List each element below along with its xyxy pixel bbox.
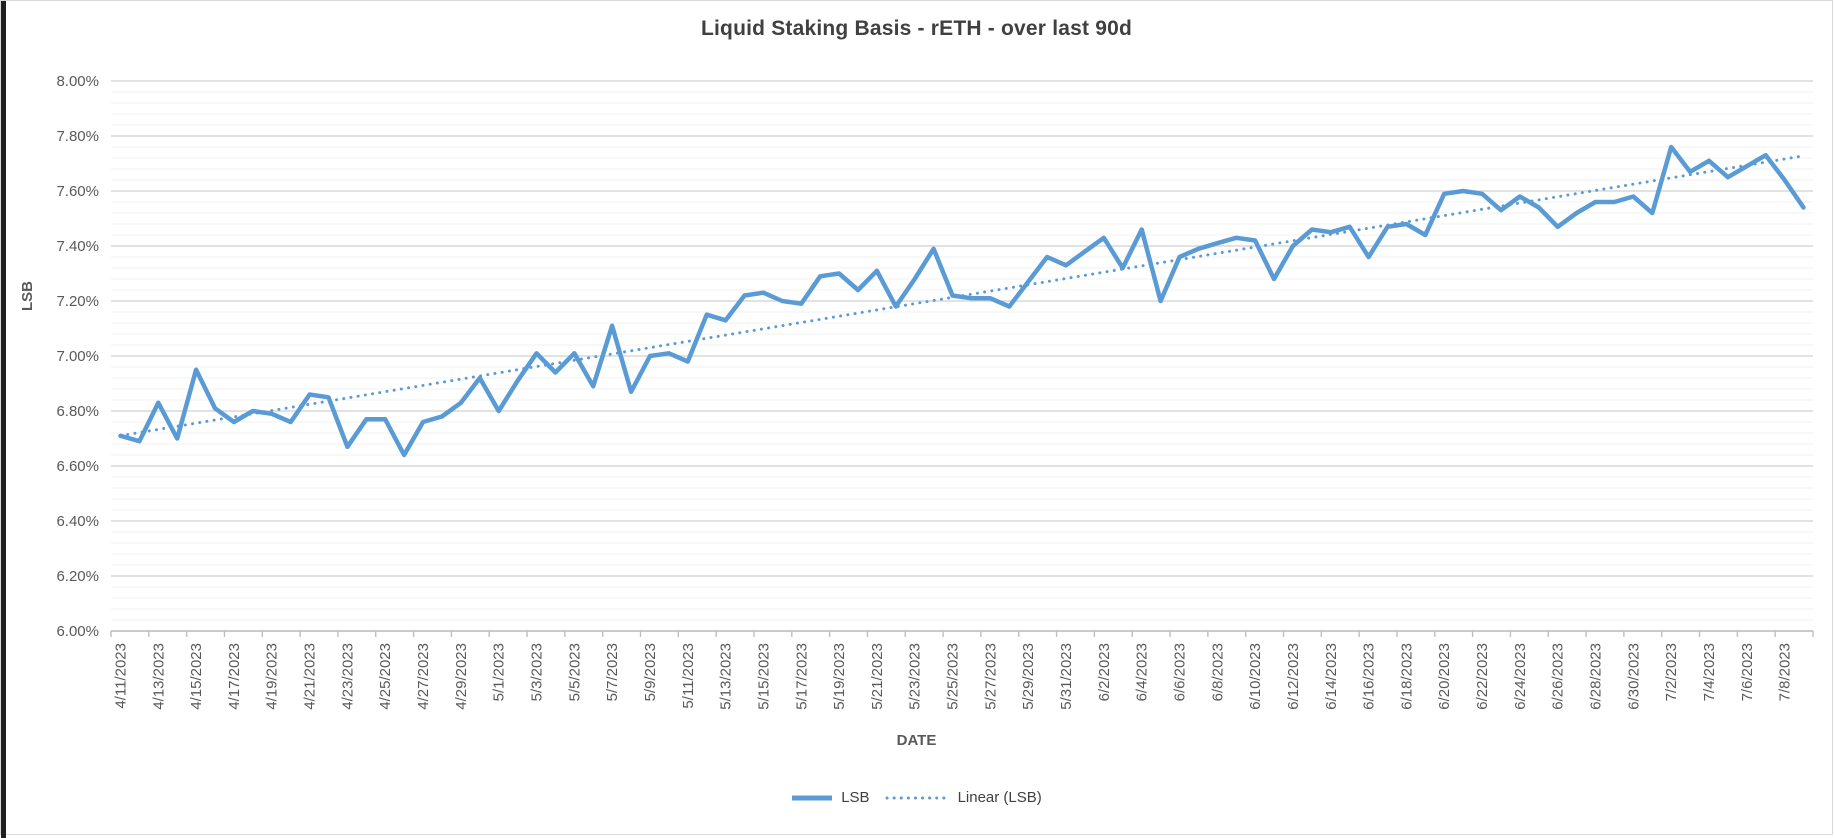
svg-text:4/25/2023: 4/25/2023 xyxy=(377,643,394,710)
svg-text:5/7/2023: 5/7/2023 xyxy=(604,643,621,701)
svg-text:6/30/2023: 6/30/2023 xyxy=(1625,643,1642,710)
svg-text:5/15/2023: 5/15/2023 xyxy=(755,643,772,710)
svg-text:6.60%: 6.60% xyxy=(56,458,99,475)
svg-text:6/24/2023: 6/24/2023 xyxy=(1512,643,1529,710)
svg-text:6.20%: 6.20% xyxy=(56,568,99,585)
svg-text:5/27/2023: 5/27/2023 xyxy=(982,643,999,710)
svg-text:4/13/2023: 4/13/2023 xyxy=(150,643,167,710)
svg-text:6.40%: 6.40% xyxy=(56,513,99,530)
svg-text:4/27/2023: 4/27/2023 xyxy=(415,643,432,710)
svg-text:5/3/2023: 5/3/2023 xyxy=(529,643,546,701)
svg-text:5/29/2023: 5/29/2023 xyxy=(1020,643,1037,710)
svg-text:7.80%: 7.80% xyxy=(56,128,99,145)
svg-text:5/17/2023: 5/17/2023 xyxy=(793,643,810,710)
svg-text:5/23/2023: 5/23/2023 xyxy=(907,643,924,710)
svg-text:5/19/2023: 5/19/2023 xyxy=(831,643,848,710)
svg-text:6/6/2023: 6/6/2023 xyxy=(1171,643,1188,701)
svg-text:6/4/2023: 6/4/2023 xyxy=(1134,643,1151,701)
svg-text:4/23/2023: 4/23/2023 xyxy=(339,643,356,710)
legend-label-lsb: LSB xyxy=(841,789,870,806)
svg-text:7/2/2023: 7/2/2023 xyxy=(1663,643,1680,701)
svg-text:6/2/2023: 6/2/2023 xyxy=(1096,643,1113,701)
svg-text:4/11/2023: 4/11/2023 xyxy=(112,643,129,709)
legend-solid-line-sample xyxy=(792,795,833,800)
y-axis-title: LSB xyxy=(19,281,36,311)
svg-text:7/6/2023: 7/6/2023 xyxy=(1739,643,1756,701)
svg-text:6/12/2023: 6/12/2023 xyxy=(1285,643,1302,710)
legend-item-lsb: LSB xyxy=(791,789,870,806)
svg-text:5/1/2023: 5/1/2023 xyxy=(491,643,508,701)
x-axis-title: DATE xyxy=(896,732,937,749)
legend-label-linear-lsb: Linear (LSB) xyxy=(957,789,1042,806)
svg-text:6/18/2023: 6/18/2023 xyxy=(1398,643,1415,710)
svg-text:5/25/2023: 5/25/2023 xyxy=(945,643,962,710)
svg-text:7/8/2023: 7/8/2023 xyxy=(1777,643,1794,701)
svg-text:6/28/2023: 6/28/2023 xyxy=(1588,643,1605,710)
chart-title: Liquid Staking Basis - rETH - over last … xyxy=(700,17,1133,40)
svg-text:6/14/2023: 6/14/2023 xyxy=(1323,643,1340,710)
svg-text:8.00%: 8.00% xyxy=(56,73,99,90)
svg-text:5/11/2023: 5/11/2023 xyxy=(680,643,697,709)
svg-text:7.20%: 7.20% xyxy=(56,293,99,310)
svg-text:7.40%: 7.40% xyxy=(56,238,99,255)
legend-dotted-line-sample xyxy=(885,796,949,799)
svg-text:4/17/2023: 4/17/2023 xyxy=(226,643,243,710)
svg-text:6/20/2023: 6/20/2023 xyxy=(1436,643,1453,710)
legend-item-linear-lsb: Linear (LSB) xyxy=(884,789,1042,806)
svg-text:6.80%: 6.80% xyxy=(56,403,99,420)
svg-text:6.00%: 6.00% xyxy=(56,623,99,640)
svg-text:5/9/2023: 5/9/2023 xyxy=(642,643,659,701)
svg-text:5/31/2023: 5/31/2023 xyxy=(1058,643,1075,710)
svg-text:7.00%: 7.00% xyxy=(56,348,99,365)
svg-text:5/5/2023: 5/5/2023 xyxy=(566,643,583,701)
svg-text:6/26/2023: 6/26/2023 xyxy=(1550,643,1567,710)
svg-text:6/10/2023: 6/10/2023 xyxy=(1247,643,1264,710)
svg-text:7.60%: 7.60% xyxy=(56,183,99,200)
svg-text:4/21/2023: 4/21/2023 xyxy=(302,643,319,710)
svg-text:6/8/2023: 6/8/2023 xyxy=(1209,643,1226,701)
legend: LSB Linear (LSB) xyxy=(1,789,1832,806)
screen-edge xyxy=(1,1,6,838)
svg-text:4/19/2023: 4/19/2023 xyxy=(264,643,281,710)
svg-text:4/29/2023: 4/29/2023 xyxy=(453,643,470,710)
svg-text:4/15/2023: 4/15/2023 xyxy=(188,643,205,710)
svg-text:6/22/2023: 6/22/2023 xyxy=(1474,643,1491,710)
svg-text:5/21/2023: 5/21/2023 xyxy=(869,643,886,710)
svg-text:7/4/2023: 7/4/2023 xyxy=(1701,643,1718,701)
svg-text:5/13/2023: 5/13/2023 xyxy=(718,643,735,710)
svg-text:6/16/2023: 6/16/2023 xyxy=(1361,643,1378,710)
